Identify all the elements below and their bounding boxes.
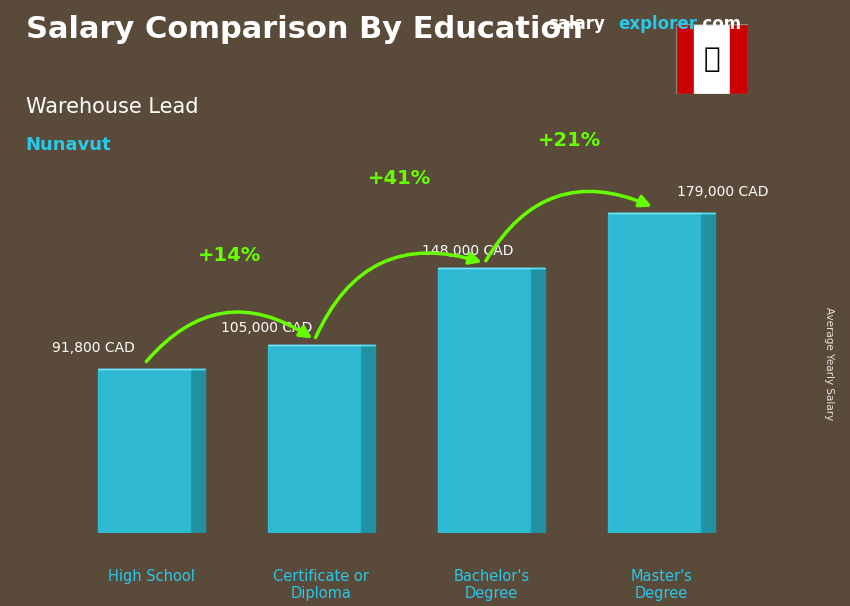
Polygon shape [701, 213, 715, 533]
Text: explorer: explorer [618, 15, 697, 33]
Text: Nunavut: Nunavut [26, 136, 111, 155]
Polygon shape [531, 268, 545, 533]
Text: .com: .com [696, 15, 741, 33]
Text: +21%: +21% [538, 132, 601, 150]
Bar [730, 24, 748, 94]
Text: Warehouse Lead: Warehouse Lead [26, 97, 198, 117]
FancyArrowPatch shape [486, 191, 649, 261]
Text: Bachelor's
Degree: Bachelor's Degree [453, 569, 530, 602]
Polygon shape [361, 345, 375, 533]
Text: 105,000 CAD: 105,000 CAD [221, 321, 313, 335]
Text: Salary Comparison By Education: Salary Comparison By Education [26, 15, 582, 44]
Text: 🍁: 🍁 [704, 45, 720, 73]
Polygon shape [191, 369, 205, 533]
FancyArrowPatch shape [315, 253, 479, 338]
Polygon shape [438, 268, 531, 533]
Text: Master's
Degree: Master's Degree [631, 569, 692, 602]
Bar [694, 24, 730, 94]
Text: 179,000 CAD: 179,000 CAD [677, 185, 768, 199]
Text: 91,800 CAD: 91,800 CAD [52, 341, 135, 355]
FancyArrowPatch shape [146, 312, 309, 362]
Text: salary: salary [548, 15, 605, 33]
Text: +41%: +41% [368, 169, 431, 188]
Polygon shape [268, 345, 361, 533]
Text: 148,000 CAD: 148,000 CAD [422, 244, 513, 258]
Polygon shape [608, 213, 701, 533]
Text: Average Yearly Salary: Average Yearly Salary [824, 307, 834, 420]
Polygon shape [98, 369, 191, 533]
Text: Certificate or
Diploma: Certificate or Diploma [274, 569, 369, 602]
Text: High School: High School [108, 569, 195, 584]
Bar [676, 24, 694, 94]
Text: +14%: +14% [198, 246, 261, 265]
